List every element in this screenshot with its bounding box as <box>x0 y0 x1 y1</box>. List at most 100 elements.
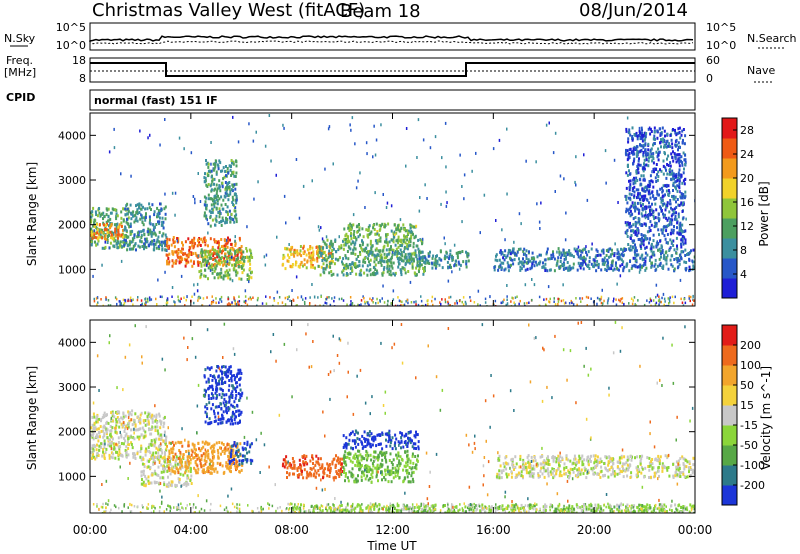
range-cell <box>94 235 97 239</box>
range-cell <box>164 466 167 470</box>
range-cell <box>420 239 423 243</box>
range-cell <box>212 168 215 172</box>
range-cell <box>211 210 214 214</box>
range-cell <box>208 304 211 306</box>
range-cell <box>434 266 437 270</box>
range-cell <box>333 296 336 299</box>
range-cell <box>530 266 533 270</box>
range-cell <box>380 224 382 228</box>
range-cell <box>683 142 686 146</box>
range-cell <box>424 256 427 260</box>
range-cell <box>403 228 406 232</box>
range-cell <box>190 253 193 256</box>
range-cell <box>186 295 188 299</box>
range-cell <box>149 298 151 302</box>
range-cell <box>215 192 218 196</box>
range-cell <box>158 247 161 251</box>
range-cell <box>171 480 174 484</box>
range-cell <box>667 241 669 245</box>
range-cell <box>607 250 610 253</box>
range-cell <box>447 300 449 304</box>
range-cell <box>223 175 226 179</box>
range-cell <box>609 254 612 258</box>
range-cell <box>500 266 503 270</box>
range-cell <box>163 460 166 464</box>
range-cell <box>657 158 660 162</box>
range-cell <box>538 220 541 224</box>
range-cell <box>286 259 289 263</box>
range-cell <box>626 116 629 120</box>
range-cell <box>248 248 251 252</box>
range-cell <box>619 264 622 268</box>
range-cell <box>365 228 368 232</box>
range-cell <box>248 280 250 284</box>
range-cell <box>625 198 628 201</box>
range-cell <box>581 248 584 252</box>
range-cell <box>113 223 116 227</box>
range-cell <box>177 295 179 298</box>
range-cell <box>213 182 215 186</box>
range-cell <box>107 228 110 232</box>
range-cell <box>632 152 635 156</box>
range-cell <box>334 238 337 242</box>
range-cell <box>665 168 667 172</box>
range-cell <box>546 247 549 251</box>
range-cell <box>648 241 650 245</box>
range-cell <box>367 257 369 261</box>
range-cell <box>211 403 214 407</box>
range-cell <box>137 244 140 248</box>
range-cell <box>504 267 507 271</box>
range-cell <box>630 204 633 208</box>
range-cell <box>381 249 384 253</box>
range-cell <box>358 228 361 232</box>
range-cell <box>677 215 680 219</box>
range-cell <box>207 197 210 201</box>
range-cell <box>158 230 161 234</box>
range-cell <box>131 423 134 427</box>
range-cell <box>162 467 164 471</box>
range-cell <box>226 183 229 187</box>
range-cell <box>120 302 122 305</box>
range-cell <box>447 302 450 305</box>
range-cell <box>650 244 653 248</box>
range-cell <box>501 301 504 304</box>
range-cell <box>446 201 448 205</box>
range-cell <box>336 258 339 262</box>
range-cell <box>225 461 228 465</box>
range-cell <box>367 228 370 232</box>
range-cell <box>132 436 135 440</box>
range-cell <box>455 263 458 267</box>
range-cell <box>637 299 639 302</box>
range-cell <box>645 210 647 214</box>
range-cell <box>669 199 672 202</box>
range-cell <box>417 264 420 267</box>
range-cell <box>119 444 122 448</box>
range-cell <box>164 118 166 121</box>
range-cell <box>615 261 617 265</box>
range-cell <box>669 246 672 250</box>
range-cell <box>235 213 238 217</box>
range-cell <box>625 231 628 235</box>
range-cell <box>95 435 98 439</box>
range-cell <box>216 250 219 254</box>
range-cell <box>656 155 659 159</box>
range-cell <box>105 298 107 301</box>
range-cell <box>104 426 107 430</box>
range-cell <box>230 370 233 374</box>
range-cell <box>671 295 674 299</box>
range-cell <box>228 384 231 388</box>
range-cell <box>285 221 287 225</box>
range-cell <box>659 187 662 191</box>
range-cell <box>646 253 649 257</box>
range-cell <box>303 258 306 262</box>
range-cell <box>629 221 631 225</box>
range-cell <box>350 303 352 306</box>
range-cell <box>584 257 587 261</box>
range-cell <box>563 251 565 255</box>
range-cell <box>338 246 341 250</box>
range-cell <box>234 187 237 191</box>
range-cell <box>360 268 363 272</box>
range-cell <box>681 230 684 234</box>
range-cell <box>117 453 120 457</box>
range-cell <box>633 185 636 189</box>
